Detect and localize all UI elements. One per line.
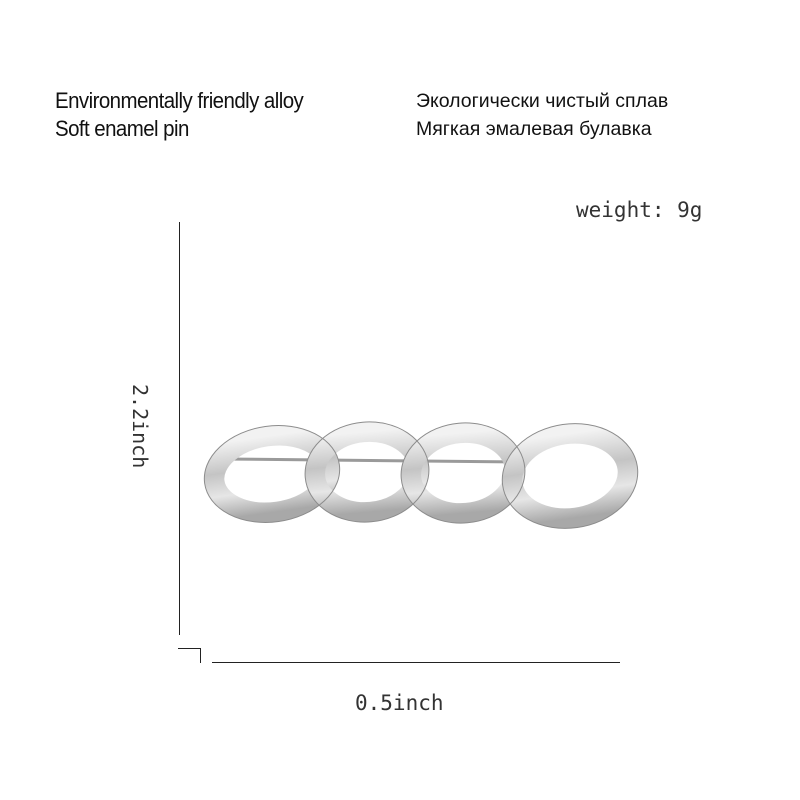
feature-line-1-ru: Экологически чистый сплав: [416, 90, 669, 112]
chain-link-1: [204, 425, 340, 523]
chain-link-4: [502, 423, 638, 529]
width-dimension-line: [212, 662, 620, 663]
feature-line-2-ru: Мягкая эмалевая булавка: [416, 118, 652, 140]
weight-label: weight: 9g: [576, 198, 703, 222]
pin-bar: [224, 457, 521, 464]
feature-line-1-en: Environmentally friendly alloy: [55, 88, 304, 113]
width-dimension-label: 0.5inch: [355, 691, 444, 715]
feature-line-2-en: Soft enamel pin: [55, 116, 189, 141]
dimension-corner-mark: [178, 648, 201, 663]
height-dimension-line: [179, 222, 180, 635]
